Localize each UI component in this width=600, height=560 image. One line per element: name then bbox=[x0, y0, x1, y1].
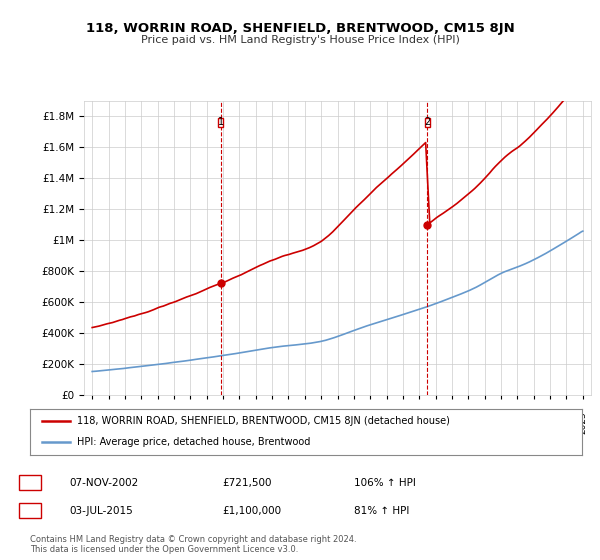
Text: 2022: 2022 bbox=[529, 411, 538, 433]
Text: 2002: 2002 bbox=[202, 411, 211, 434]
Text: £1,100,000: £1,100,000 bbox=[222, 506, 281, 516]
Text: HPI: Average price, detached house, Brentwood: HPI: Average price, detached house, Bren… bbox=[77, 437, 310, 447]
Text: 2005: 2005 bbox=[251, 411, 260, 434]
Text: 2017: 2017 bbox=[448, 411, 457, 434]
Text: 2003: 2003 bbox=[218, 411, 227, 434]
Text: 2016: 2016 bbox=[431, 411, 440, 434]
FancyBboxPatch shape bbox=[218, 118, 223, 127]
Text: 2001: 2001 bbox=[186, 411, 195, 434]
Text: 1997: 1997 bbox=[121, 411, 130, 434]
Text: 2014: 2014 bbox=[398, 411, 407, 434]
Text: 2004: 2004 bbox=[235, 411, 244, 434]
Text: 1999: 1999 bbox=[153, 411, 162, 434]
Text: 2013: 2013 bbox=[382, 411, 391, 434]
Text: 2019: 2019 bbox=[480, 411, 489, 434]
Text: 106% ↑ HPI: 106% ↑ HPI bbox=[354, 478, 416, 488]
Text: 1995: 1995 bbox=[88, 411, 97, 434]
Text: 1: 1 bbox=[218, 118, 224, 128]
Text: 1996: 1996 bbox=[104, 411, 113, 434]
Text: 2023: 2023 bbox=[545, 411, 554, 434]
Text: 2024: 2024 bbox=[562, 411, 571, 433]
Text: 2006: 2006 bbox=[268, 411, 277, 434]
Text: Contains HM Land Registry data © Crown copyright and database right 2024.
This d: Contains HM Land Registry data © Crown c… bbox=[30, 535, 356, 554]
Text: 07-NOV-2002: 07-NOV-2002 bbox=[69, 478, 138, 488]
Text: 2: 2 bbox=[424, 118, 431, 128]
Text: 2020: 2020 bbox=[497, 411, 506, 434]
Text: 2025: 2025 bbox=[578, 411, 587, 434]
Text: 1: 1 bbox=[26, 478, 34, 488]
Text: 2007: 2007 bbox=[284, 411, 293, 434]
Text: 2008: 2008 bbox=[300, 411, 309, 434]
Text: 81% ↑ HPI: 81% ↑ HPI bbox=[354, 506, 409, 516]
Text: 2000: 2000 bbox=[169, 411, 178, 434]
Text: 2018: 2018 bbox=[464, 411, 473, 434]
Text: Price paid vs. HM Land Registry's House Price Index (HPI): Price paid vs. HM Land Registry's House … bbox=[140, 35, 460, 45]
Text: £721,500: £721,500 bbox=[222, 478, 271, 488]
Text: 2011: 2011 bbox=[349, 411, 358, 434]
Text: 03-JUL-2015: 03-JUL-2015 bbox=[69, 506, 133, 516]
Text: 2: 2 bbox=[26, 506, 34, 516]
Text: 2021: 2021 bbox=[513, 411, 522, 434]
Text: 2010: 2010 bbox=[333, 411, 342, 434]
Text: 118, WORRIN ROAD, SHENFIELD, BRENTWOOD, CM15 8JN: 118, WORRIN ROAD, SHENFIELD, BRENTWOOD, … bbox=[86, 22, 514, 35]
Text: 1998: 1998 bbox=[137, 411, 146, 434]
FancyBboxPatch shape bbox=[425, 118, 430, 127]
Text: 2009: 2009 bbox=[317, 411, 326, 434]
Text: 118, WORRIN ROAD, SHENFIELD, BRENTWOOD, CM15 8JN (detached house): 118, WORRIN ROAD, SHENFIELD, BRENTWOOD, … bbox=[77, 416, 450, 426]
Text: 2015: 2015 bbox=[415, 411, 424, 434]
Text: 2012: 2012 bbox=[366, 411, 375, 434]
